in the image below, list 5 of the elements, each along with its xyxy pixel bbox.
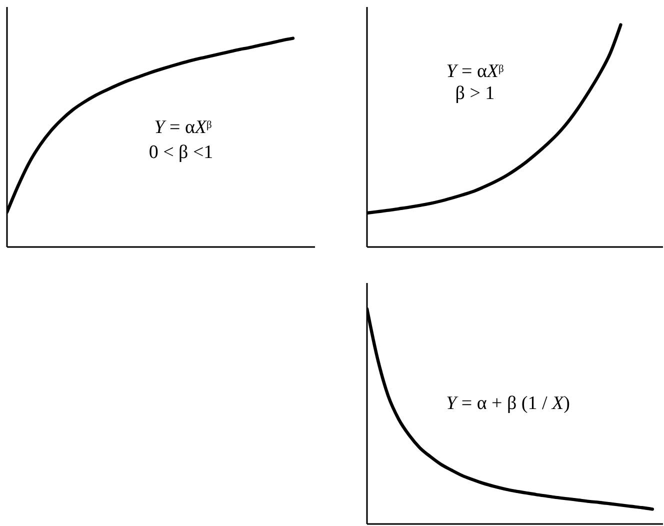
- annotation: Y = αX$^{β}$: [154, 117, 212, 138]
- annotation: Y = αX$^{β}$: [446, 61, 504, 82]
- annotation: β > 1: [455, 83, 495, 104]
- annotation: 0 < β <1: [148, 142, 214, 163]
- annotation: Y = α + β (1 / X): [446, 393, 570, 414]
